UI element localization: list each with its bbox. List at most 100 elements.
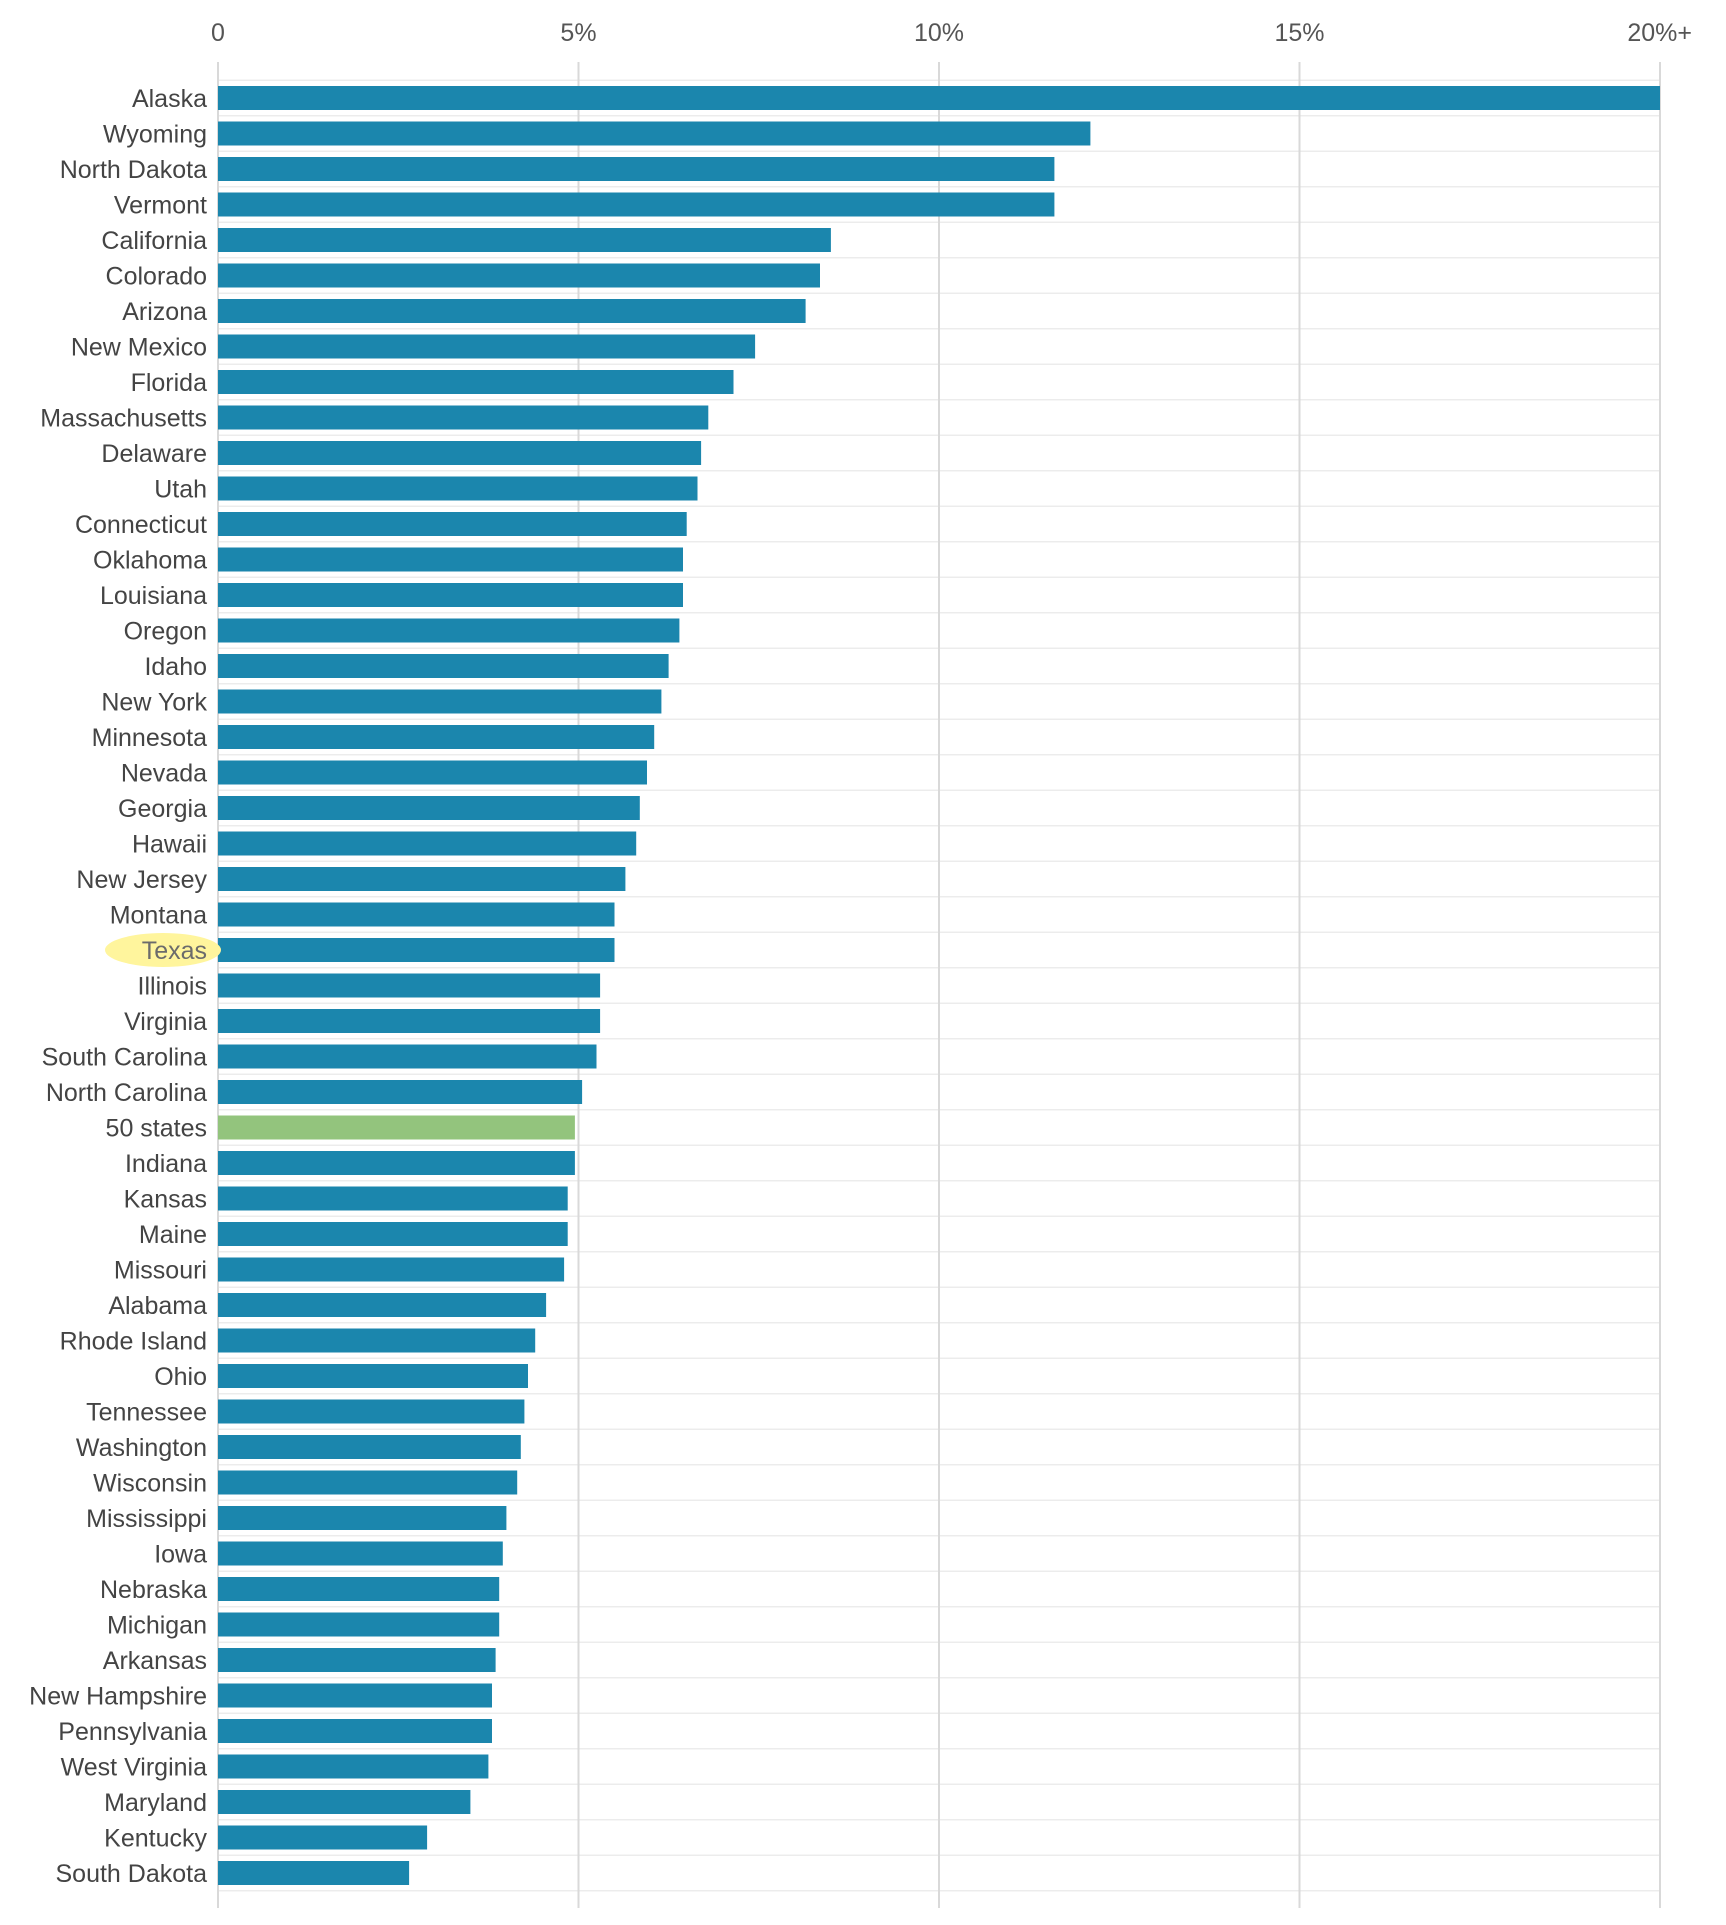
category-label: North Dakota bbox=[60, 156, 207, 184]
bar bbox=[218, 441, 702, 465]
highlight-marker bbox=[105, 933, 221, 967]
category-label: Kansas bbox=[124, 1186, 207, 1214]
category-label: 50 states bbox=[106, 1115, 207, 1143]
bar bbox=[218, 618, 680, 643]
bar bbox=[218, 1790, 471, 1814]
bar bbox=[218, 831, 637, 856]
bar-average bbox=[218, 1115, 575, 1140]
category-label: Minnesota bbox=[92, 724, 207, 752]
bar bbox=[218, 476, 698, 501]
bar bbox=[218, 725, 655, 749]
bar bbox=[218, 1861, 410, 1885]
category-label: Idaho bbox=[144, 653, 207, 681]
category-label: Nevada bbox=[121, 760, 207, 788]
bar bbox=[218, 1825, 428, 1850]
bar bbox=[218, 299, 806, 323]
bar bbox=[218, 1435, 521, 1459]
category-label: Florida bbox=[131, 369, 208, 397]
x-axis-ticks: 0 5% 10% 15% 20%+ bbox=[211, 19, 1692, 47]
category-label: Mississippi bbox=[86, 1505, 207, 1533]
category-label: Ohio bbox=[154, 1363, 207, 1391]
bar bbox=[218, 938, 615, 962]
x-tick-label: 20%+ bbox=[1627, 19, 1692, 47]
bar bbox=[218, 1222, 568, 1246]
category-label: Pennsylvania bbox=[58, 1718, 207, 1746]
bar bbox=[218, 86, 1660, 110]
category-label: Oklahoma bbox=[93, 547, 207, 575]
bar bbox=[218, 1612, 500, 1637]
bars bbox=[218, 86, 1660, 1885]
category-label: Oregon bbox=[124, 618, 207, 646]
category-label: Kentucky bbox=[104, 1825, 207, 1853]
bar bbox=[218, 547, 683, 572]
category-label: Georgia bbox=[118, 795, 207, 823]
bar bbox=[218, 334, 756, 359]
category-label: New Jersey bbox=[76, 866, 207, 894]
bar bbox=[218, 512, 687, 536]
category-labels: Alaska Wyoming North Dakota Vermont Californ… bbox=[29, 85, 221, 1888]
category-label: Hawaii bbox=[132, 831, 207, 859]
category-label: Montana bbox=[110, 902, 207, 930]
bar bbox=[218, 1399, 525, 1424]
category-label: Wisconsin bbox=[93, 1470, 207, 1498]
category-label: Louisiana bbox=[100, 582, 207, 610]
category-label: Tennessee bbox=[86, 1399, 207, 1427]
bar bbox=[218, 192, 1055, 217]
category-label: Delaware bbox=[101, 440, 207, 468]
x-tick-label: 10% bbox=[914, 19, 964, 47]
bar bbox=[218, 760, 647, 785]
bar bbox=[218, 263, 820, 288]
bar bbox=[218, 1186, 568, 1211]
bar bbox=[218, 689, 662, 714]
category-label: New York bbox=[101, 689, 207, 717]
bar bbox=[218, 1541, 503, 1566]
bar bbox=[218, 1293, 547, 1317]
bar bbox=[218, 1009, 601, 1033]
bar bbox=[218, 1328, 536, 1353]
bar bbox=[218, 1151, 575, 1175]
bar bbox=[218, 370, 734, 394]
bar bbox=[218, 1577, 500, 1601]
category-label: Maryland bbox=[104, 1789, 207, 1817]
bar bbox=[218, 405, 709, 430]
x-tick-label: 5% bbox=[560, 19, 596, 47]
bar bbox=[218, 1754, 489, 1779]
category-label: Virginia bbox=[124, 1008, 207, 1036]
category-label: New Mexico bbox=[71, 334, 207, 362]
category-label: Wyoming bbox=[103, 121, 207, 149]
category-label: Washington bbox=[76, 1434, 207, 1462]
bar bbox=[218, 1257, 565, 1282]
category-label: Colorado bbox=[106, 263, 207, 291]
category-label: Illinois bbox=[138, 973, 207, 1001]
bar bbox=[218, 1044, 597, 1069]
bar bbox=[218, 121, 1091, 146]
category-label: Utah bbox=[154, 476, 207, 504]
grid-layer bbox=[217, 62, 1661, 1908]
category-label: Missouri bbox=[114, 1257, 207, 1285]
category-label: Massachusetts bbox=[40, 405, 207, 433]
category-label: North Carolina bbox=[46, 1079, 207, 1107]
category-label: Alaska bbox=[132, 85, 207, 113]
category-label: Nebraska bbox=[100, 1576, 207, 1604]
bar bbox=[218, 1470, 518, 1495]
category-label: Connecticut bbox=[75, 511, 207, 539]
bar bbox=[218, 654, 669, 678]
category-label: West Virginia bbox=[61, 1754, 207, 1782]
category-label: Rhode Island bbox=[60, 1328, 207, 1356]
bar bbox=[218, 796, 640, 820]
category-label: Michigan bbox=[107, 1612, 207, 1640]
category-label: Iowa bbox=[154, 1541, 207, 1569]
bar bbox=[218, 1364, 528, 1388]
category-label: Maine bbox=[139, 1221, 207, 1249]
bar bbox=[218, 1506, 507, 1530]
category-label: South Carolina bbox=[42, 1044, 207, 1072]
category-label: Alabama bbox=[108, 1292, 207, 1320]
bar bbox=[218, 1648, 496, 1672]
x-tick-label: 0 bbox=[211, 19, 225, 47]
bar bbox=[218, 902, 615, 927]
category-label: Arizona bbox=[122, 298, 207, 326]
category-label: Indiana bbox=[125, 1150, 207, 1178]
bar bbox=[218, 1719, 492, 1743]
